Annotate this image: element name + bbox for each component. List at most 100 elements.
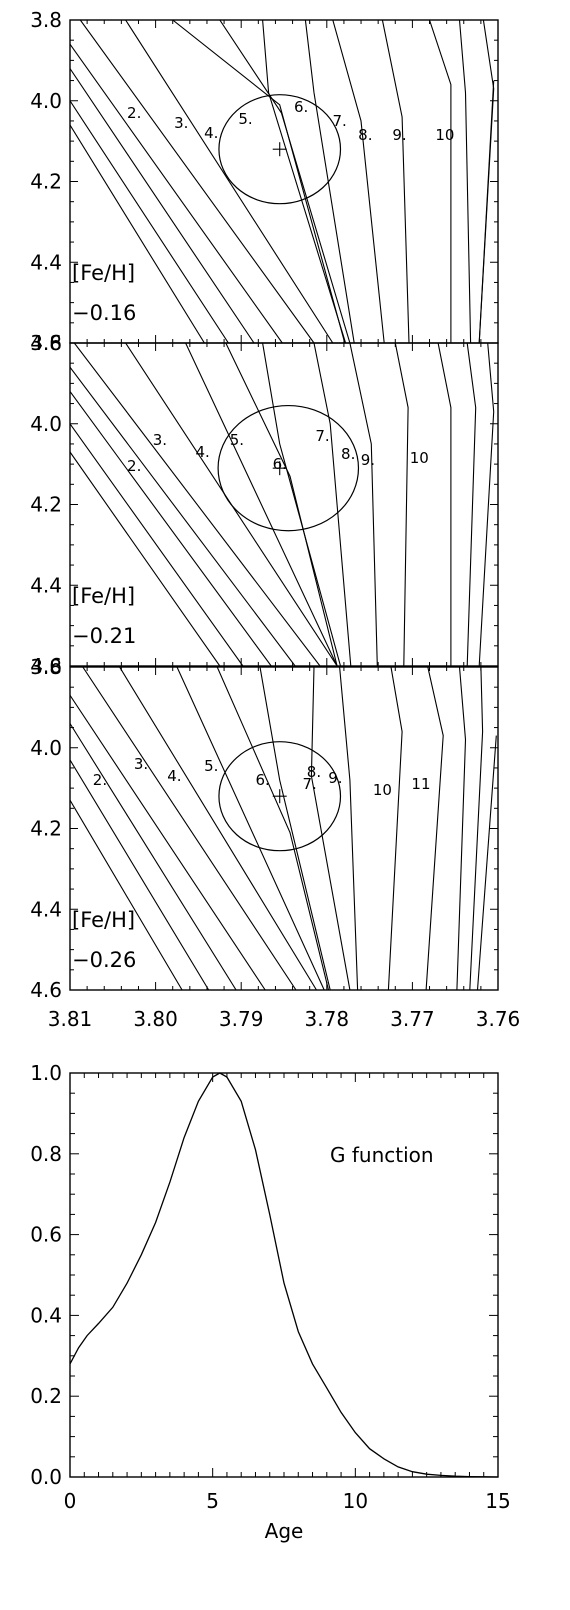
y-tick-label: 4.2 bbox=[30, 493, 62, 517]
isochrone-age-label: 7. bbox=[303, 775, 317, 793]
panel-frame bbox=[69, 666, 499, 991]
isochrone-line-9 bbox=[332, 20, 385, 343]
isochrone-age-label: 6. bbox=[294, 98, 308, 116]
g-y-tick-label: 0.6 bbox=[30, 1223, 62, 1247]
isochrone-line-14 bbox=[478, 80, 495, 343]
isochrone-age-label: 7. bbox=[332, 112, 346, 130]
feh-label: [Fe/H] bbox=[72, 908, 135, 932]
panel-frame bbox=[69, 19, 499, 344]
x-axis-title: Age bbox=[265, 1519, 304, 1543]
isochrone-line-13 bbox=[478, 343, 495, 666]
y-tick-label: 4.0 bbox=[30, 736, 62, 760]
isochrone-age-label: 6. bbox=[255, 771, 269, 789]
x-tick-label: 3.78 bbox=[305, 1007, 350, 1031]
isochrone-line-7 bbox=[262, 343, 342, 666]
isochrone-age-label: 6. bbox=[273, 455, 287, 473]
isochrone-line-11 bbox=[428, 20, 452, 343]
isochrone-age-label: 9. bbox=[361, 451, 375, 469]
isochrone-line-11 bbox=[437, 343, 452, 666]
y-tick-label: 4.4 bbox=[30, 573, 62, 597]
g-function-panel: 0 5 10 15 0.0 0.2 0.4 0.6 0.8 1.0 G function Age bbox=[30, 1061, 511, 1543]
isochrone-line-11 bbox=[425, 667, 444, 990]
feh-label: [Fe/H] bbox=[72, 261, 135, 285]
isochrone-age-label: 3. bbox=[134, 755, 148, 773]
isochrone-line-14 bbox=[476, 735, 497, 990]
y-tick-label: 4.4 bbox=[30, 897, 62, 921]
isochrone-line-15 bbox=[70, 100, 229, 343]
isochrone-line-15 bbox=[70, 451, 221, 666]
y-tick-label: 4.6 bbox=[30, 331, 62, 355]
feh-label: [Fe/H] bbox=[72, 584, 135, 608]
x-tick-label: 3.80 bbox=[133, 1007, 178, 1031]
isochrone-line-5 bbox=[176, 667, 325, 990]
g-y-tick-label: 0.2 bbox=[30, 1384, 62, 1408]
isochrone-line-9 bbox=[339, 667, 359, 990]
g-x-tick-label: 0 bbox=[64, 1489, 77, 1513]
isochrone-line-1 bbox=[70, 68, 255, 343]
isochrone-age-label: 11 bbox=[411, 775, 430, 793]
y-tick-label: 3.8 bbox=[30, 331, 62, 355]
isochrone-lines bbox=[70, 20, 495, 343]
y-tick-label: 4.0 bbox=[30, 412, 62, 436]
isochrone-age-label: 3. bbox=[153, 431, 167, 449]
isochrone-line-3 bbox=[79, 20, 315, 343]
isochrone-line-1 bbox=[70, 723, 237, 990]
isochrone-line-8 bbox=[304, 20, 355, 343]
isochrone-age-label: 8. bbox=[358, 126, 372, 144]
isochrone-age-label: 5. bbox=[204, 757, 218, 775]
isochrone-age-label: 10 bbox=[373, 781, 392, 799]
isochrone-line-14 bbox=[70, 423, 244, 666]
isochrone-line-13 bbox=[469, 667, 484, 990]
isochrone-line-6 bbox=[225, 343, 338, 666]
isochrone-age-label: 4. bbox=[167, 767, 181, 785]
error-ellipse bbox=[218, 741, 342, 852]
error-ellipse bbox=[217, 404, 360, 532]
feh-value: −0.21 bbox=[72, 624, 136, 648]
isochrone-age-label: 4. bbox=[204, 124, 218, 142]
isochrone-line-1 bbox=[70, 391, 272, 666]
x-tick-label: 3.77 bbox=[390, 1007, 435, 1031]
isochrone-line-3 bbox=[73, 343, 321, 666]
y-tick-label: 4.6 bbox=[30, 654, 62, 678]
y-tick-label: 4.6 bbox=[30, 978, 62, 1002]
isochrone-age-label: 5. bbox=[230, 431, 244, 449]
isochrone-age-label: 5. bbox=[238, 110, 252, 128]
isochrone-age-label: 7. bbox=[315, 427, 329, 445]
isochrone-age-label: 9. bbox=[392, 126, 406, 144]
isochrone-line-5 bbox=[172, 20, 346, 343]
isochrone-line-6 bbox=[216, 667, 330, 990]
g-x-tick-label: 5 bbox=[206, 1489, 219, 1513]
g-function-annotation: G function bbox=[330, 1143, 434, 1167]
y-tick-label: 3.8 bbox=[30, 8, 62, 32]
isochrone-line-10 bbox=[381, 20, 410, 343]
g-y-tick-label: 0.0 bbox=[30, 1465, 62, 1489]
isochrone-line-2 bbox=[70, 43, 283, 343]
feh-value: −0.16 bbox=[72, 301, 136, 325]
isochrone-age-label: 9. bbox=[328, 769, 342, 787]
isochrone-line-3 bbox=[82, 667, 297, 990]
isochrone-line-6 bbox=[219, 20, 351, 343]
isochrone-lines bbox=[70, 343, 495, 666]
g-x-tick-label: 10 bbox=[343, 1489, 368, 1513]
isochrone-line-7 bbox=[259, 667, 331, 990]
isochrone-age-label: 4. bbox=[196, 443, 210, 461]
isochrone-age-label: 2. bbox=[127, 104, 141, 122]
y-tick-label: 4.0 bbox=[30, 89, 62, 113]
error-ellipse bbox=[218, 94, 342, 205]
x-tick-label: 3.79 bbox=[219, 1007, 264, 1031]
isochrone-age-label: 3. bbox=[174, 114, 188, 132]
isochrone-line-5 bbox=[185, 343, 338, 666]
x-tick-label: 3.76 bbox=[476, 1007, 521, 1031]
isochrone-lines bbox=[70, 667, 497, 990]
isochrone-line-10 bbox=[394, 343, 409, 666]
g-y-tick-label: 0.4 bbox=[30, 1303, 62, 1327]
g-y-tick-label: 0.8 bbox=[30, 1142, 62, 1166]
feh-value: −0.26 bbox=[72, 948, 136, 972]
isochrone-line-2 bbox=[70, 694, 266, 990]
isochrone-line-4 bbox=[119, 667, 317, 990]
isochrone-age-label: 2. bbox=[93, 771, 107, 789]
isochrone-line-9 bbox=[349, 343, 378, 666]
isochrone-age-label: 2. bbox=[127, 457, 141, 475]
y-tick-label: 4.4 bbox=[30, 250, 62, 274]
